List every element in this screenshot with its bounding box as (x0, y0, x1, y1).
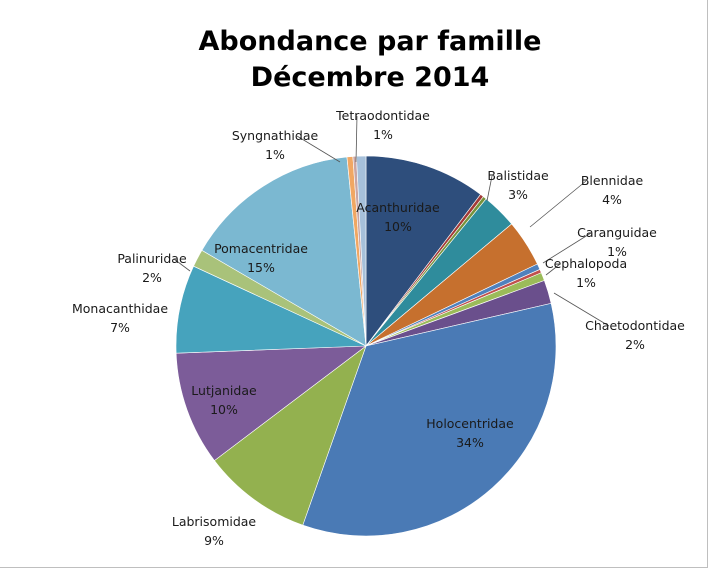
slice-label-palinuridae: Palinuridae (117, 251, 187, 266)
slice-label-acanthuridae: Acanthuridae (356, 200, 440, 215)
slice-label-cephalopoda: Cephalopoda (545, 256, 627, 271)
slice-percent-caranguidae: 1% (607, 244, 627, 259)
slice-label-tetraodontidae: Tetraodontidae (335, 108, 430, 123)
leader-line-caranguidae (542, 232, 592, 264)
pie-slices (175, 155, 557, 537)
pie-slice-acanthuridae (365, 155, 481, 347)
slice-percent-monacanthidae: 7% (110, 320, 130, 335)
leader-line-balistidae (486, 175, 493, 202)
pie-slice-labrisomidae (213, 345, 367, 526)
chart-area (0, 0, 708, 568)
slice-label-monacanthidae: Monacanthidae (72, 301, 168, 316)
leader-line-cephalopoda (545, 263, 561, 276)
slice-percent-acanthuridae: 10% (384, 219, 412, 234)
slice-label-chaetodontidae: Chaetodontidae (585, 318, 685, 333)
slice-percent-syngnathidae: 1% (265, 147, 285, 162)
chart-subtitle: Décembre 2014 (250, 62, 490, 93)
leader-line-chaetodontidae (553, 292, 610, 327)
slice-label-blennidae: Blennidae (581, 173, 644, 188)
pie-slice-holocentridae (302, 303, 557, 537)
slice-label-lutjanidae: Lutjanidae (191, 383, 257, 398)
pie-slice-pomacentridae (201, 156, 367, 347)
slice-label-syngnathidae: Syngnathidae (232, 128, 319, 143)
slice-percent-holocentridae: 34% (456, 435, 484, 450)
slice-percent-blennidae: 4% (602, 192, 622, 207)
leader-line-syngnathidae (296, 135, 341, 163)
slice-percent-cephalopoda: 1% (576, 275, 596, 290)
slice-label-labrisomidae: Labrisomidae (172, 514, 257, 529)
leader-lines (173, 115, 610, 327)
slice-label-caranguidae: Caranguidae (577, 225, 657, 240)
slice-label-pomacentridae: Pomacentridae (214, 241, 308, 256)
slice-percent-lutjanidae: 10% (210, 402, 238, 417)
slice-percent-balistidae: 3% (508, 187, 528, 202)
chart-title: Abondance par famille (198, 26, 542, 57)
leader-line-tetraodontidae (355, 115, 358, 163)
slice-percent-tetraodontidae: 1% (373, 127, 393, 142)
slice-percent-chaetodontidae: 2% (625, 337, 645, 352)
slice-labels: Acanthuridae 10% Balistidae 3% Blennidae 4% Ca… (72, 108, 685, 548)
pie-slice-lutjanidae (175, 345, 367, 461)
leader-line-blennidae (529, 180, 587, 228)
slice-percent-pomacentridae: 15% (247, 260, 275, 275)
slice-percent-labrisomidae: 9% (204, 533, 224, 548)
slice-label-holocentridae: Holocentridae (426, 416, 514, 431)
slice-label-balistidae: Balistidae (487, 168, 549, 183)
slice-percent-palinuridae: 2% (142, 270, 162, 285)
leader-line-palinuridae (173, 258, 191, 272)
